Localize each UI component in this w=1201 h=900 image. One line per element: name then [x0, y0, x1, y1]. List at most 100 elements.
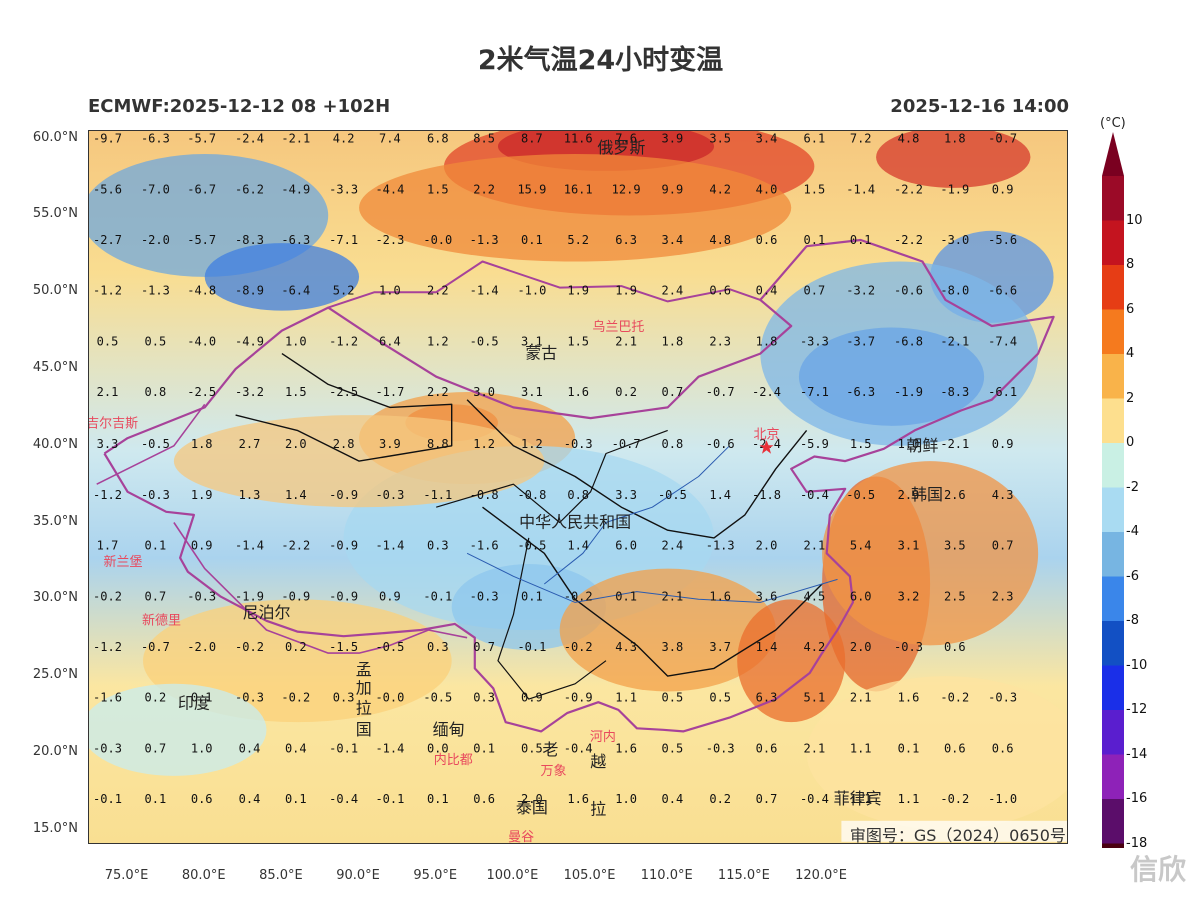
grid-value: -6.7	[187, 182, 216, 196]
grid-value: -2.2	[894, 233, 923, 247]
grid-value: -5.9	[800, 437, 829, 451]
grid-value: 0.8	[992, 843, 1014, 844]
grid-value: 3.9	[379, 437, 401, 451]
grid-value: 3.4	[662, 233, 684, 247]
grid-value: 0.9	[521, 691, 543, 705]
grid-value: -1.4	[375, 539, 404, 553]
grid-value: 1.8	[662, 334, 684, 348]
grid-value: -4.0	[187, 334, 216, 348]
grid-value: -0.2	[93, 843, 122, 844]
grid-value: 0.7	[992, 539, 1014, 553]
colorbar-tick-label: -6	[1126, 568, 1139, 584]
grid-value: 3.6	[756, 589, 778, 603]
grid-value: -0.9	[564, 691, 593, 705]
grid-value: 0.1	[615, 589, 637, 603]
grid-value: 8.5	[473, 132, 495, 146]
grid-value: 0.4	[285, 741, 307, 755]
grid-value: 4.0	[756, 182, 778, 196]
grid-value: -6.8	[894, 334, 923, 348]
grid-value: 0.5	[521, 741, 543, 755]
grid-value: 0.1	[427, 792, 449, 806]
colorbar-segment	[1102, 176, 1124, 221]
grid-value: 0.5	[709, 691, 731, 705]
colorbar-tick-label: 8	[1126, 257, 1135, 272]
grid-value: 2.2	[473, 182, 495, 196]
shading-region-3	[359, 154, 792, 262]
temperature-change-map: -9.7 -6.3 -5.7 -2.4 -2.1 4.2 7.4 6.8 8.5 8.7 11.6 7…	[88, 130, 1068, 844]
grid-value: 1.2	[473, 437, 495, 451]
grid-value: 0.1	[145, 792, 167, 806]
model-run-label: ECMWF:2025-12-12 08 +102H	[88, 96, 391, 117]
place-label: 内比都	[434, 752, 473, 768]
colorbar-tick-label: -10	[1126, 657, 1148, 673]
grid-value: -1.9	[235, 589, 264, 603]
grid-value: 1.5	[427, 182, 449, 196]
grid-value: 0.7	[473, 640, 495, 654]
grid-value: -0.3	[894, 640, 923, 654]
grid-value: 1.9	[567, 284, 589, 298]
colorbar-segment	[1102, 532, 1124, 577]
colorbar-segment	[1102, 354, 1124, 399]
grid-value: 1.8	[191, 437, 213, 451]
grid-value: -0.5	[141, 437, 170, 451]
grid-value: 0.1	[521, 589, 543, 603]
grid-value: 6.4	[379, 334, 401, 348]
place-label: 新德里	[142, 612, 181, 628]
latitude-tick-label: 50.0°N	[32, 283, 78, 299]
river-2	[466, 552, 838, 603]
grid-value: 2.6	[944, 488, 966, 502]
grid-value: 0.7	[145, 741, 167, 755]
colorbar-tick-label: 4	[1126, 346, 1135, 361]
grid-value: 2.3	[709, 334, 731, 348]
province-line-4	[497, 537, 607, 700]
grid-value: 1.2	[427, 334, 449, 348]
grid-value: -6.2	[235, 182, 264, 196]
latitude-tick-label: 15.0°N	[32, 820, 78, 836]
grid-value: -1.5	[329, 640, 358, 654]
grid-value: 0.5	[662, 691, 684, 705]
grid-value: 0.6	[992, 741, 1014, 755]
grid-value: 0.4	[239, 843, 261, 844]
longitude-tick-label: 90.0°E	[336, 868, 380, 883]
grid-value: 12.9	[612, 182, 641, 196]
grid-value: 3.8	[662, 640, 684, 654]
colorbar-segment	[1102, 398, 1124, 444]
colorbar	[1102, 132, 1124, 848]
place-label: 北京	[753, 428, 779, 443]
watermark: 信欣	[1130, 853, 1187, 886]
grid-value: 0.7	[145, 589, 167, 603]
grid-value: 1.3	[239, 488, 261, 502]
longitude-tick-label: 100.0°E	[486, 868, 539, 883]
grid-value: -2.4	[752, 385, 781, 399]
grid-value: 1.6	[898, 691, 920, 705]
grid-value: 0.4	[662, 792, 684, 806]
grid-value: -5.7	[187, 132, 216, 146]
grid-value: -0.2	[235, 640, 264, 654]
grid-value: 0.9	[944, 843, 966, 844]
grid-value: 0.6	[944, 640, 966, 654]
grid-value: 6.1	[804, 132, 826, 146]
grid-value: 0.8	[850, 843, 872, 844]
grid-value: 8.7	[521, 132, 543, 146]
colorbar-segment	[1102, 710, 1124, 755]
grid-value: 0.5	[145, 843, 167, 844]
grid-value: -9.7	[93, 132, 122, 146]
latitude-tick-label: 55.0°N	[32, 206, 78, 222]
latitude-tick-label: 30.0°N	[32, 590, 78, 606]
grid-value: 0.6	[756, 233, 778, 247]
grid-value: 1.1	[615, 691, 637, 705]
shading-region-2	[876, 131, 1031, 188]
grid-value: 1.8	[756, 334, 778, 348]
grid-value: -0.3	[375, 488, 404, 502]
grid-value: -1.3	[141, 284, 170, 298]
colorbar-tick-label: 10	[1126, 212, 1143, 228]
grid-value: 1.0	[191, 741, 213, 755]
grid-value: 7.4	[379, 132, 401, 146]
grid-value: 4.3	[615, 640, 637, 654]
grid-value: 3.3	[97, 437, 119, 451]
grid-value: 0.5	[145, 334, 167, 348]
grid-value: 3.0	[473, 385, 495, 399]
grid-value: -8.0	[940, 284, 969, 298]
grid-value: 2.3	[992, 589, 1014, 603]
grid-value: -3.2	[846, 284, 875, 298]
